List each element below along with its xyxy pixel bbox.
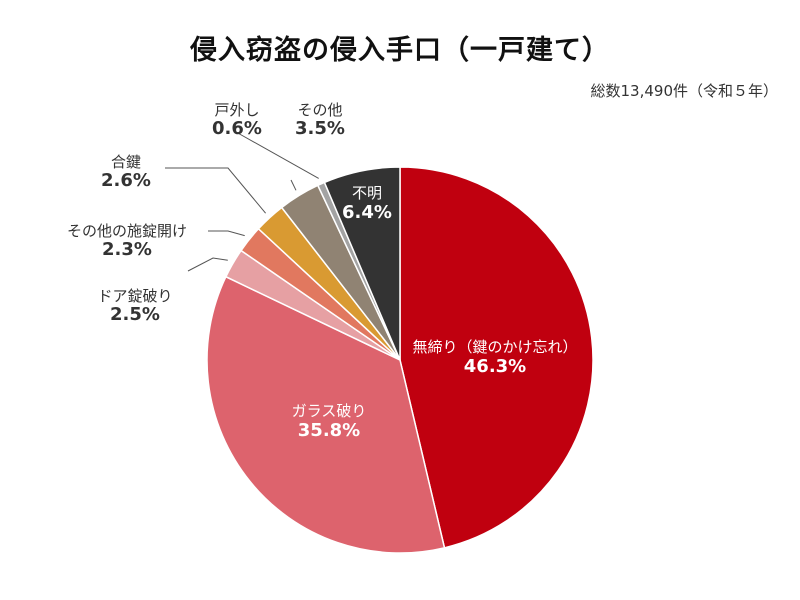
label-mujimari: 無締り（鍵のかけ忘れ） 46.3% xyxy=(395,338,595,378)
label-tohazushi-pct: 0.6% xyxy=(212,118,262,140)
chart-title: 侵入窃盗の侵入手口（一戸建て） xyxy=(190,35,610,66)
label-door-name: ドア錠破り xyxy=(97,287,173,305)
leader-tohazushi xyxy=(235,131,319,179)
label-fumei-pct: 6.4% xyxy=(342,202,392,223)
slice-glass xyxy=(206,275,446,554)
label-tohazushi-name: 戸外し xyxy=(214,101,260,119)
total-count-note: 総数13,490件（令和５年） xyxy=(590,82,779,100)
label-other-lock-name: その他の施錠開け xyxy=(66,222,187,240)
slice-fumei xyxy=(323,166,401,361)
leader-sonota xyxy=(290,179,297,191)
label-aikagi: 合鍵 2.6% xyxy=(90,153,162,192)
label-other-lock-pct: 2.3% xyxy=(102,239,152,261)
label-fumei-name: 不明 xyxy=(351,184,382,202)
label-glass: ガラス破り 35.8% xyxy=(254,402,404,442)
label-door-pct: 2.5% xyxy=(110,304,160,326)
label-fumei: 不明 6.4% xyxy=(330,184,404,224)
label-glass-pct: 35.8% xyxy=(297,420,361,441)
slice-mujimari xyxy=(399,166,594,549)
label-glass-name: ガラス破り xyxy=(291,402,367,420)
leader-door xyxy=(187,257,228,272)
leader-aikagi xyxy=(165,167,266,214)
label-tohazushi: 戸外し 0.6% xyxy=(198,101,276,140)
label-sonota-pct: 3.5% xyxy=(295,118,345,140)
label-door: ドア錠破り 2.5% xyxy=(75,287,195,326)
leader-other-lock xyxy=(208,230,245,237)
label-aikagi-name: 合鍵 xyxy=(110,153,141,171)
label-mujimari-pct: 46.3% xyxy=(463,356,527,377)
label-aikagi-pct: 2.6% xyxy=(101,170,151,192)
label-mujimari-name: 無締り（鍵のかけ忘れ） xyxy=(412,338,578,356)
label-sonota: その他 3.5% xyxy=(282,101,358,140)
label-sonota-name: その他 xyxy=(297,101,343,119)
label-other-lock: その他の施錠開け 2.3% xyxy=(48,222,206,261)
